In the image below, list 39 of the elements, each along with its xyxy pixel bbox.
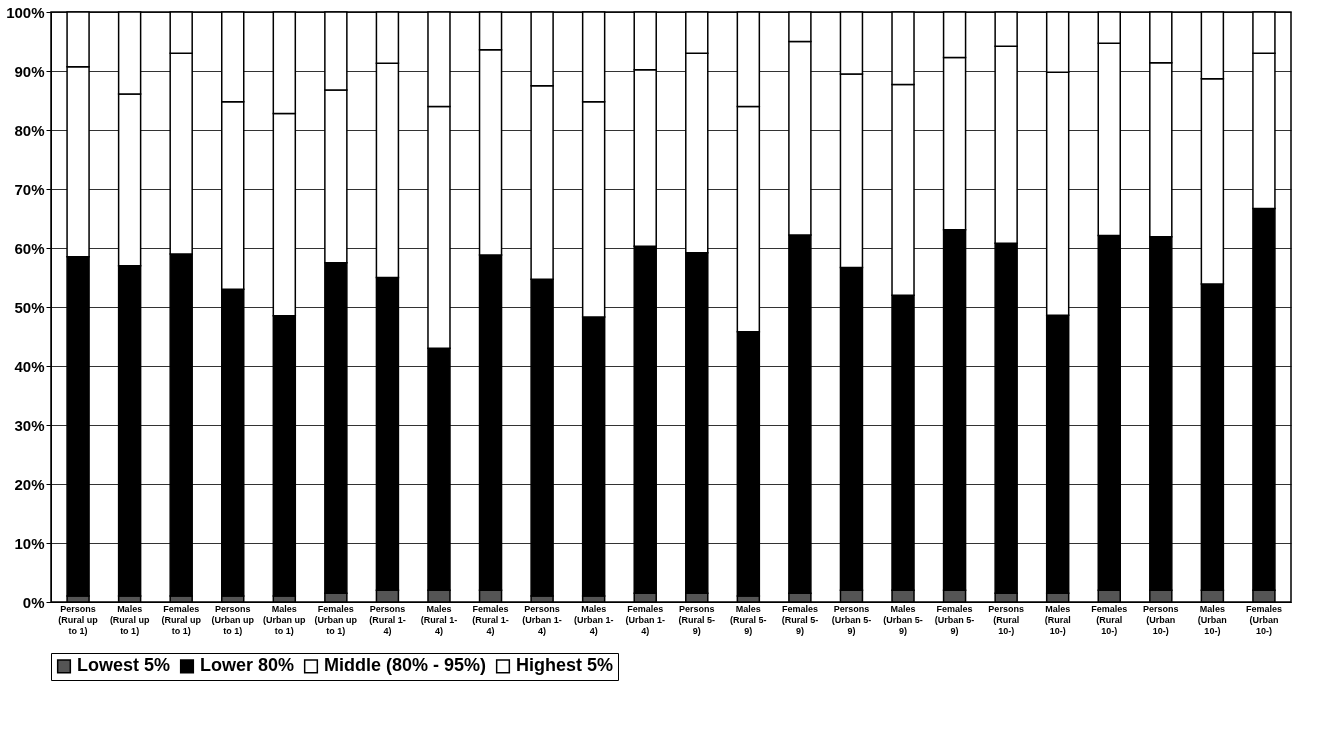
x-tick-label: Males (Urban 5- 9) [883,603,923,636]
x-tick-label: Persons (Urban 10-) [1143,603,1179,636]
legend-label: Lowest 5% [77,655,171,676]
y-tick-label: 100% [6,3,45,21]
x-tick-label: Persons (Urban 5- 9) [831,603,872,636]
y-tick-label: 30% [14,416,45,434]
y-tick-label: 40% [14,357,45,375]
x-tick-label: Persons (Urban 1- 4) [522,603,562,636]
x-tick-label: Females (Rural 1- 4) [472,603,509,636]
x-tick-label: Females (Urban 5- 9) [934,603,975,636]
x-tick-label: Males (Urban 1- 4) [573,603,614,636]
x-tick-label: Persons (Urban up to 1) [211,603,255,636]
x-tick-label: Males (Urban 10-) [1197,603,1227,636]
x-tick-label: Males (Urban up to 1) [263,603,307,636]
x-tick-label: Persons (Rural up to 1) [58,603,99,636]
y-tick-label: 70% [14,180,45,198]
x-tick-label: Males (Rural 1- 4) [420,603,458,636]
x-tick-label: Males (Rural 10-) [1044,603,1071,636]
x-tick-label: Females (Rural 5- 9) [781,603,819,636]
y-tick-label: 0% [22,593,45,611]
x-tick-label: Females (Rural 10-) [1091,603,1128,636]
x-tick-label: Females (Urban 10-) [1245,603,1282,636]
legend-label: Middle (80% - 95%) [324,655,487,676]
legend-label: Lower 80% [200,655,295,676]
x-tick-label: Females (Urban up to 1) [314,603,358,636]
x-tick-label: Males (Rural up to 1) [109,603,150,636]
x-tick-label: Males (Rural 5- 9) [730,603,767,636]
y-tick-label: 60% [14,239,45,257]
y-tick-label: 50% [14,298,45,316]
x-tick-label: Females (Urban 1- 4) [625,603,665,636]
y-tick-label: 20% [14,475,45,493]
x-tick-label: Persons (Rural 1- 4) [369,603,406,636]
x-tick-label: Persons (Rural 5- 9) [678,603,716,636]
y-tick-label: 10% [14,534,45,552]
x-tick-label: Females (Rural up to 1) [161,603,202,636]
y-tick-label: 80% [14,121,45,139]
x-tick-label: Persons (Rural 10-) [988,603,1024,636]
legend-label: Highest 5% [516,655,614,676]
y-tick-label: 90% [14,62,45,80]
